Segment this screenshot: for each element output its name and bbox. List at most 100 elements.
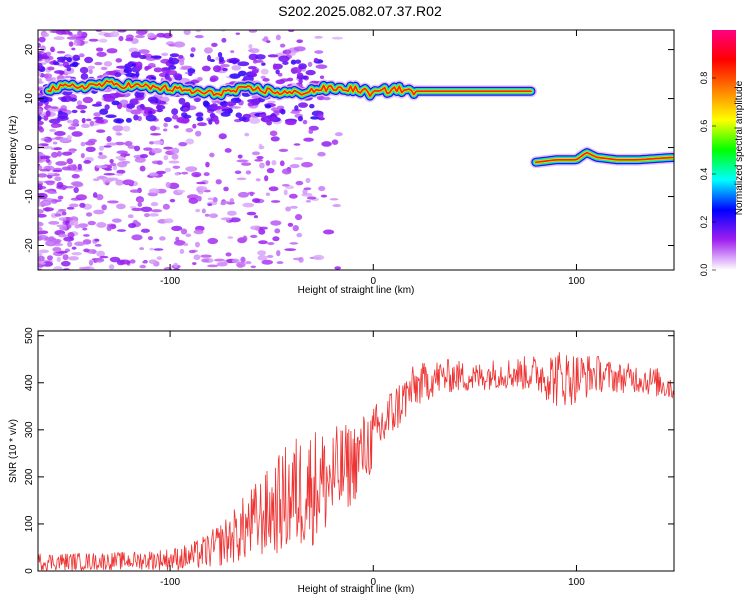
spectrogram-cluster-blob: [79, 66, 89, 74]
spectrogram-noise-blob: [38, 81, 44, 84]
spectrogram-noise-blob: [149, 247, 154, 251]
spectrogram-noise-blob: [261, 259, 274, 265]
spectrogram-noise-blob: [270, 200, 281, 203]
spectrogram-noise-blob: [71, 174, 80, 179]
spectrogram-noise-blob: [165, 181, 171, 188]
snr-y-tick-label: 400: [24, 374, 35, 391]
colorbar-label: Normalized spectral amplitude: [734, 80, 745, 215]
spectrogram-noise-blob: [53, 147, 63, 151]
spectrogram-noise-blob: [203, 172, 210, 177]
spectrogram-y-tick-label: 20: [24, 44, 35, 56]
spectrogram-noise-blob: [54, 199, 62, 203]
spectrogram-cluster-blob: [294, 105, 299, 111]
spectrogram-cluster-blob: [248, 53, 259, 61]
spectrogram-noise-blob: [95, 165, 108, 169]
spectrogram-noise-blob: [94, 243, 102, 247]
spectrogram-noise-blob: [109, 158, 114, 164]
spectrogram-noise-blob: [329, 198, 339, 201]
spectrogram-noise-blob: [306, 196, 317, 200]
spectrogram-cluster-blob: [60, 96, 68, 103]
spectrogram-noise-blob: [85, 212, 93, 217]
spectrogram-cluster-blob: [38, 102, 43, 107]
spectrogram-noise-blob: [236, 261, 246, 268]
spectrogram-noise-blob: [53, 266, 63, 270]
spectrogram-cluster-blob: [38, 62, 43, 70]
spectrogram-noise-blob: [231, 65, 242, 71]
spectrogram-noise-blob: [54, 213, 62, 217]
spectrogram-noise-blob: [174, 172, 180, 176]
spectrogram-cluster-blob: [290, 66, 302, 74]
spectrogram-noise-blob: [56, 181, 64, 189]
spectrogram-noise-blob: [163, 146, 174, 150]
spectrogram-cluster-blob: [212, 65, 222, 73]
spectrogram-noise-blob: [88, 68, 93, 75]
spectrogram-cluster-blob: [72, 61, 79, 68]
spectrogram-noise-blob: [134, 34, 146, 39]
spectrogram-cluster-blob: [220, 111, 231, 117]
spectrogram-noise-blob: [75, 194, 88, 201]
spectrogram-cluster-blob: [196, 116, 204, 122]
spectrogram-noise-blob: [284, 248, 297, 251]
spectrogram-noise-blob: [140, 206, 153, 213]
spectrogram-noise-blob: [38, 173, 48, 178]
spectrogram-noise-blob: [117, 30, 127, 33]
spectrogram-noise-blob: [100, 66, 108, 71]
spectrogram-noise-blob: [279, 43, 286, 48]
spectrogram-noise-blob: [40, 45, 46, 52]
spectrogram-cluster-blob: [157, 100, 167, 105]
spectrogram-y-tick-label: 10: [24, 93, 35, 105]
spectrogram-noise-blob: [116, 169, 126, 174]
spectrogram-noise-blob: [85, 146, 96, 153]
spectrogram-cluster-blob: [173, 73, 183, 79]
spectrogram-cluster-blob: [242, 75, 254, 82]
spectrogram-noise-blob: [93, 112, 101, 117]
spectrogram-cluster-blob: [156, 103, 161, 110]
spectrogram-cluster-blob: [123, 67, 133, 74]
spectrogram-noise-blob: [148, 188, 160, 194]
spectrogram-noise-blob: [215, 179, 222, 185]
spectrogram-noise-blob: [246, 211, 257, 216]
spectrogram-cluster-blob: [251, 98, 260, 106]
spectrogram-y-label: Frequency (Hz): [8, 116, 19, 185]
spectrogram-noise-blob: [109, 163, 116, 166]
spectrogram-noise-blob: [201, 258, 210, 263]
spectrogram-noise-blob: [56, 108, 68, 112]
spectrogram-noise-blob: [156, 32, 166, 38]
spectrogram-noise-blob: [188, 197, 199, 204]
spectrogram-noise-blob: [293, 143, 301, 146]
snr-y-tick-label: 0: [24, 568, 35, 574]
spectrogram-noise-blob: [64, 75, 72, 79]
spectrogram-noise-blob: [156, 160, 163, 166]
spectrogram-noise-blob: [108, 264, 115, 270]
spectrogram-noise-blob: [206, 264, 219, 268]
spectrogram-cluster-blob: [309, 103, 315, 109]
spectrogram-noise-blob: [134, 157, 146, 163]
snr-axes: -100 0 100 0 100 200 300 400 500: [24, 327, 674, 588]
spectrogram-cluster-blob: [144, 66, 150, 71]
spectrogram-cluster-blob: [266, 120, 273, 126]
spectrogram-noise-blob: [82, 96, 94, 104]
spectrogram-noise-blob: [169, 198, 176, 203]
spectrogram-noise-blob: [79, 202, 86, 208]
spectrogram-cluster-blob: [282, 61, 289, 66]
spectrogram-cluster-blob: [317, 113, 324, 119]
spectrogram-noise-blob: [241, 162, 252, 166]
spectrogram-noise-blob: [283, 189, 288, 196]
spectrogram-noise-blob: [38, 232, 43, 235]
spectrogram-noise-blob: [96, 129, 106, 133]
spectrogram-cluster-blob: [183, 114, 192, 119]
spectrogram-noise-blob: [208, 213, 219, 219]
spectrogram-cluster-blob: [161, 67, 171, 71]
spectrogram-noise-blob: [54, 176, 62, 182]
spectrogram-cluster-blob: [133, 114, 139, 121]
spectrogram-noise-blob: [38, 71, 42, 77]
spectrogram-noise-blob: [308, 129, 314, 135]
spectrogram-noise-blob: [191, 171, 202, 178]
spectrogram-noise-blob: [229, 198, 235, 203]
spectrogram-noise-blob: [250, 225, 262, 231]
spectrogram-cluster-blob: [139, 54, 147, 60]
snr-frame: [37, 330, 675, 572]
spectrogram-cluster-blob: [275, 79, 285, 85]
spectrogram-noise-blob: [57, 195, 64, 200]
